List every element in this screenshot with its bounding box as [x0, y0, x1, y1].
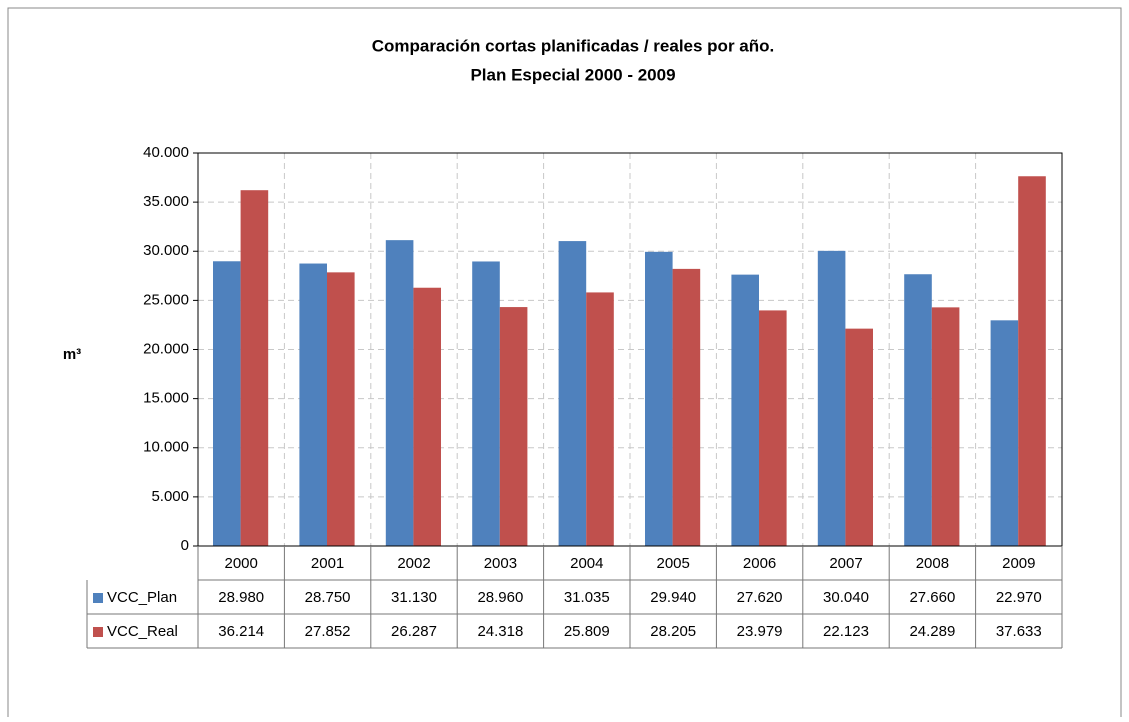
bar: [931, 307, 960, 546]
x-tick-label: 2001: [311, 555, 344, 572]
y-tick-label: 10.000: [143, 439, 189, 456]
y-axis-label: m³: [63, 346, 81, 363]
bar: [499, 307, 528, 546]
x-tick-label: 2009: [1002, 555, 1035, 572]
chart-subtitle: Plan Especial 2000 - 2009: [470, 65, 675, 84]
bar: [385, 240, 414, 546]
bar: [472, 261, 500, 546]
y-tick-label: 35.000: [143, 193, 189, 210]
bar: [645, 251, 673, 547]
y-tick-label: 5.000: [151, 488, 189, 505]
chart-frame: [7, 7, 1122, 717]
bar: [672, 268, 701, 546]
legend-label: VCC_Real: [107, 623, 178, 640]
table-value: 22.970: [996, 589, 1042, 606]
bar: [904, 274, 932, 546]
bar: [731, 274, 759, 546]
table-value: 37.633: [996, 623, 1042, 640]
bar: [990, 320, 1019, 546]
legend-swatch: [93, 627, 103, 637]
table-value: 29.940: [650, 589, 696, 606]
bar: [413, 287, 441, 546]
x-tick-label: 2003: [484, 555, 517, 572]
bar: [817, 250, 846, 546]
table-value: 28.205: [650, 623, 696, 640]
y-tick-label: 25.000: [143, 291, 189, 308]
y-tick-label: 30.000: [143, 242, 189, 259]
table-value: 31.035: [564, 589, 610, 606]
legend-swatch: [93, 593, 103, 603]
bar: [845, 328, 873, 546]
table-value: 28.960: [477, 589, 523, 606]
table-value: 25.809: [564, 623, 610, 640]
table-value: 23.979: [737, 623, 783, 640]
table-value: 27.660: [909, 589, 955, 606]
chart-title: Comparación cortas planificadas / reales…: [372, 36, 774, 55]
bar: [558, 241, 587, 547]
bar: [586, 292, 614, 546]
x-tick-label: 2002: [397, 555, 430, 572]
x-tick-label: 2007: [829, 555, 862, 572]
table-value: 27.852: [305, 623, 351, 640]
table-value: 26.287: [391, 623, 437, 640]
x-tick-label: 2006: [743, 555, 776, 572]
x-tick-label: 2000: [225, 555, 258, 572]
table-value: 27.620: [737, 589, 783, 606]
x-tick-label: 2004: [570, 555, 603, 572]
bar: [240, 190, 269, 546]
table-value: 22.123: [823, 623, 869, 640]
y-tick-label: 15.000: [143, 390, 189, 407]
table-value: 28.980: [218, 589, 264, 606]
bar: [299, 263, 327, 546]
legend-label: VCC_Plan: [107, 589, 177, 606]
table-value: 36.214: [218, 623, 264, 640]
bar: [213, 261, 241, 546]
table-value: 24.289: [909, 623, 955, 640]
y-tick-label: 20.000: [143, 340, 189, 357]
y-tick-label: 0: [181, 537, 189, 554]
x-tick-label: 2005: [657, 555, 690, 572]
y-tick-label: 40.000: [143, 144, 189, 161]
bar: [1018, 176, 1046, 546]
table-value: 28.750: [305, 589, 351, 606]
bar: [759, 310, 787, 546]
bar: [327, 272, 355, 546]
table-value: 30.040: [823, 589, 869, 606]
table-value: 24.318: [477, 623, 523, 640]
x-tick-label: 2008: [916, 555, 949, 572]
table-value: 31.130: [391, 589, 437, 606]
